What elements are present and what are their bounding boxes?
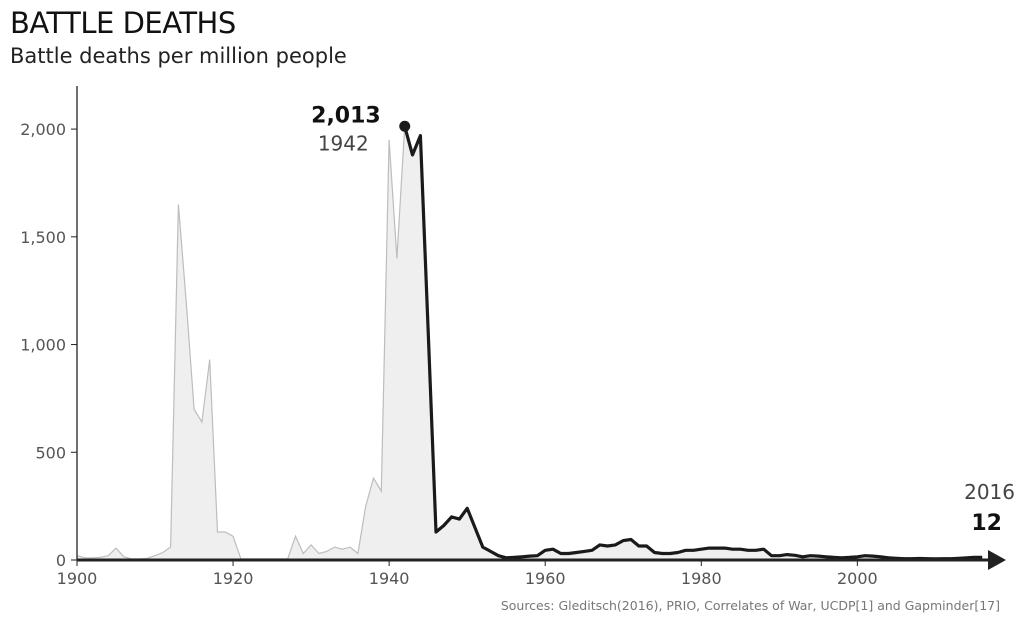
x-tick-label: 1900: [57, 569, 98, 588]
y-tick-label: 1,000: [20, 336, 66, 355]
x-tick-label: 1980: [681, 569, 722, 588]
y-tick-label: 1,500: [20, 228, 66, 247]
peak-year-label: 1942: [318, 131, 369, 155]
chart-title: BATTLE DEATHS: [10, 6, 236, 40]
x-axis-arrow: [988, 550, 1006, 570]
chart-subtitle: Battle deaths per million people: [10, 44, 347, 68]
series-highlight-line: [403, 125, 983, 561]
y-tick-label: 500: [35, 443, 66, 462]
x-tick-label: 1920: [213, 569, 254, 588]
x-tick-label: 2000: [837, 569, 878, 588]
y-tick-label: 2,000: [20, 120, 66, 139]
source-note: Sources: Gleditsch(2016), PRIO, Correlat…: [500, 598, 1000, 613]
series-area: [77, 126, 983, 561]
peak-value-label: 2,013: [311, 103, 381, 128]
x-tick-label: 1960: [525, 569, 566, 588]
x-tick-label: 1940: [369, 569, 410, 588]
end-year-label: 2016: [964, 480, 1015, 504]
peak-marker: [399, 120, 411, 132]
end-value-label: 12: [971, 511, 1002, 536]
y-tick-label: 0: [56, 551, 66, 570]
